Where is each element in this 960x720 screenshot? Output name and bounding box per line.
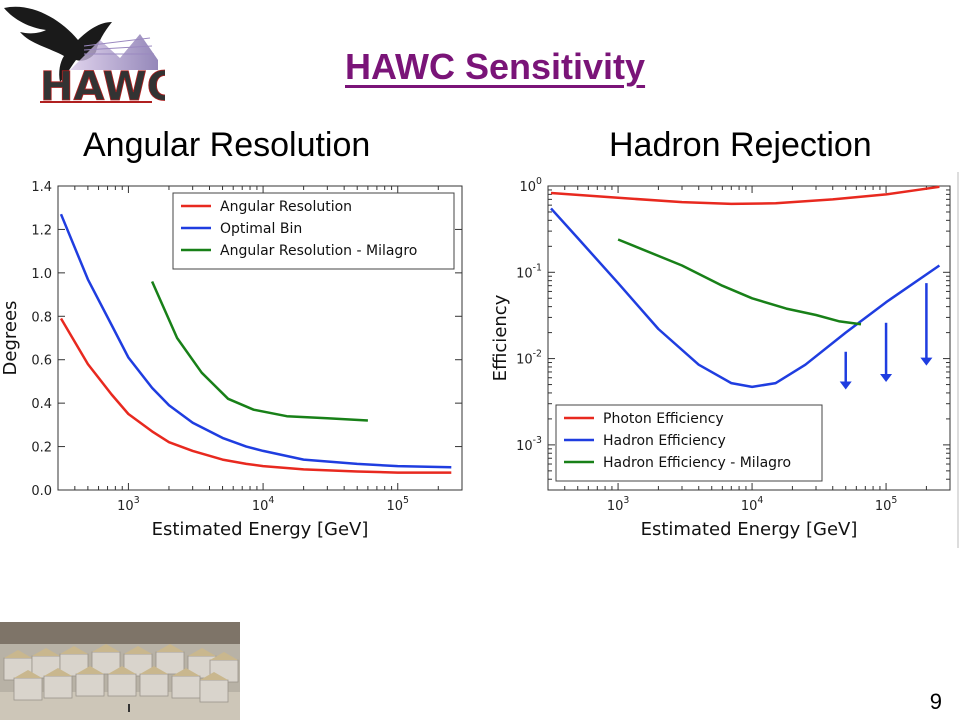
y-axis-label: Degrees [0,301,21,376]
y-tick-label: 10-2 [516,349,542,368]
y-tick-label: 10-1 [516,262,542,281]
x-tick-label: 104 [741,495,764,514]
water-tank-roof [140,666,168,674]
water-tank [43,675,73,699]
water-tank-roof [44,668,72,676]
y-tick-label: 1.0 [31,267,52,282]
x-tick-label: 105 [875,495,898,514]
series-line-1 [59,213,452,469]
legend-box [555,404,823,482]
y-tick-label: 0.4 [31,397,52,412]
right-chart-heading: Hadron Rejection [609,126,872,164]
series-line-0 [550,185,940,206]
water-tank-roof [156,644,184,652]
legend-label: Angular Resolution - Milagro [220,243,417,259]
water-tank-roof [32,648,60,656]
x-axis-label: Estimated Energy [GeV] [152,519,369,540]
x-tick-label: 103 [117,495,140,514]
x-tick-label: 103 [607,495,630,514]
y-tick-label: 0.8 [31,310,52,325]
legend-label: Hadron Efficiency - Milagro [603,455,791,471]
water-tank-roof [4,650,32,658]
y-tick-label: 0.6 [31,354,52,369]
y-tick-label: 100 [520,176,543,195]
water-tank-roof [200,672,228,680]
slide-title: HAWC Sensitivity [345,46,646,87]
hawc-logo: HAWC [4,6,165,110]
angular-resolution-chart: 103 104 105 0.0 0.2 0.4 0.6 0.8 1.0 1.2 1.4 Estimat… [0,180,463,540]
series-line-1 [550,207,941,389]
hadron-rejection-chart: 103 104 105 10-3 10-2 10-1 100 Estimated Energy… [490,172,959,548]
y-tick-label: 1.4 [31,180,52,195]
left-chart-heading: Angular Resolution [83,126,371,164]
mountains-rays-icon [70,34,158,70]
upper-limit-arrow-head [839,381,852,390]
legend-label: Photon Efficiency [603,411,724,427]
y-axis-label: Efficiency [490,294,511,381]
series-line-2 [150,280,368,422]
series-line-2 [617,238,862,326]
water-tank-roof [172,668,200,676]
x-tick-label: 105 [386,495,409,514]
water-tank [171,675,201,699]
legend-label: Optimal Bin [220,221,302,237]
y-tick-label: 10-3 [516,435,542,454]
water-tank [139,673,169,697]
legend: Angular Resolution Optimal Bin Angular Res… [172,192,455,270]
y-tick-label: 0.0 [31,484,52,499]
logo-text: HAWC [40,64,165,110]
water-tank [75,673,105,697]
series-line-0 [59,317,452,474]
water-tank [13,677,43,701]
water-tank [107,673,137,697]
water-tank-roof [76,666,104,674]
water-tank-roof [92,644,120,652]
page-number: 9 [929,689,942,714]
eagle-icon [4,6,112,83]
x-tick-label: 104 [252,495,275,514]
legend-label: Hadron Efficiency [603,433,726,449]
water-tank-roof [188,648,216,656]
legend-box [172,192,455,270]
y-tick-label: 0.2 [31,441,52,456]
water-tank-roof [14,670,42,678]
legend: Photon Efficiency Hadron Efficiency Hadron… [555,404,823,482]
water-tank-roof [124,646,152,654]
water-tank-roof [210,652,238,660]
upper-limit-arrow-head [880,373,893,382]
upper-limit-arrow-head [920,357,933,366]
water-tank [199,679,229,703]
x-axis-label: Estimated Energy [GeV] [641,519,858,540]
water-tank-roof [108,666,136,674]
water-tank-roof [60,646,88,654]
detector-array-photo [0,622,240,720]
y-tick-label: 1.2 [31,223,52,238]
legend-label: Angular Resolution [220,199,352,215]
